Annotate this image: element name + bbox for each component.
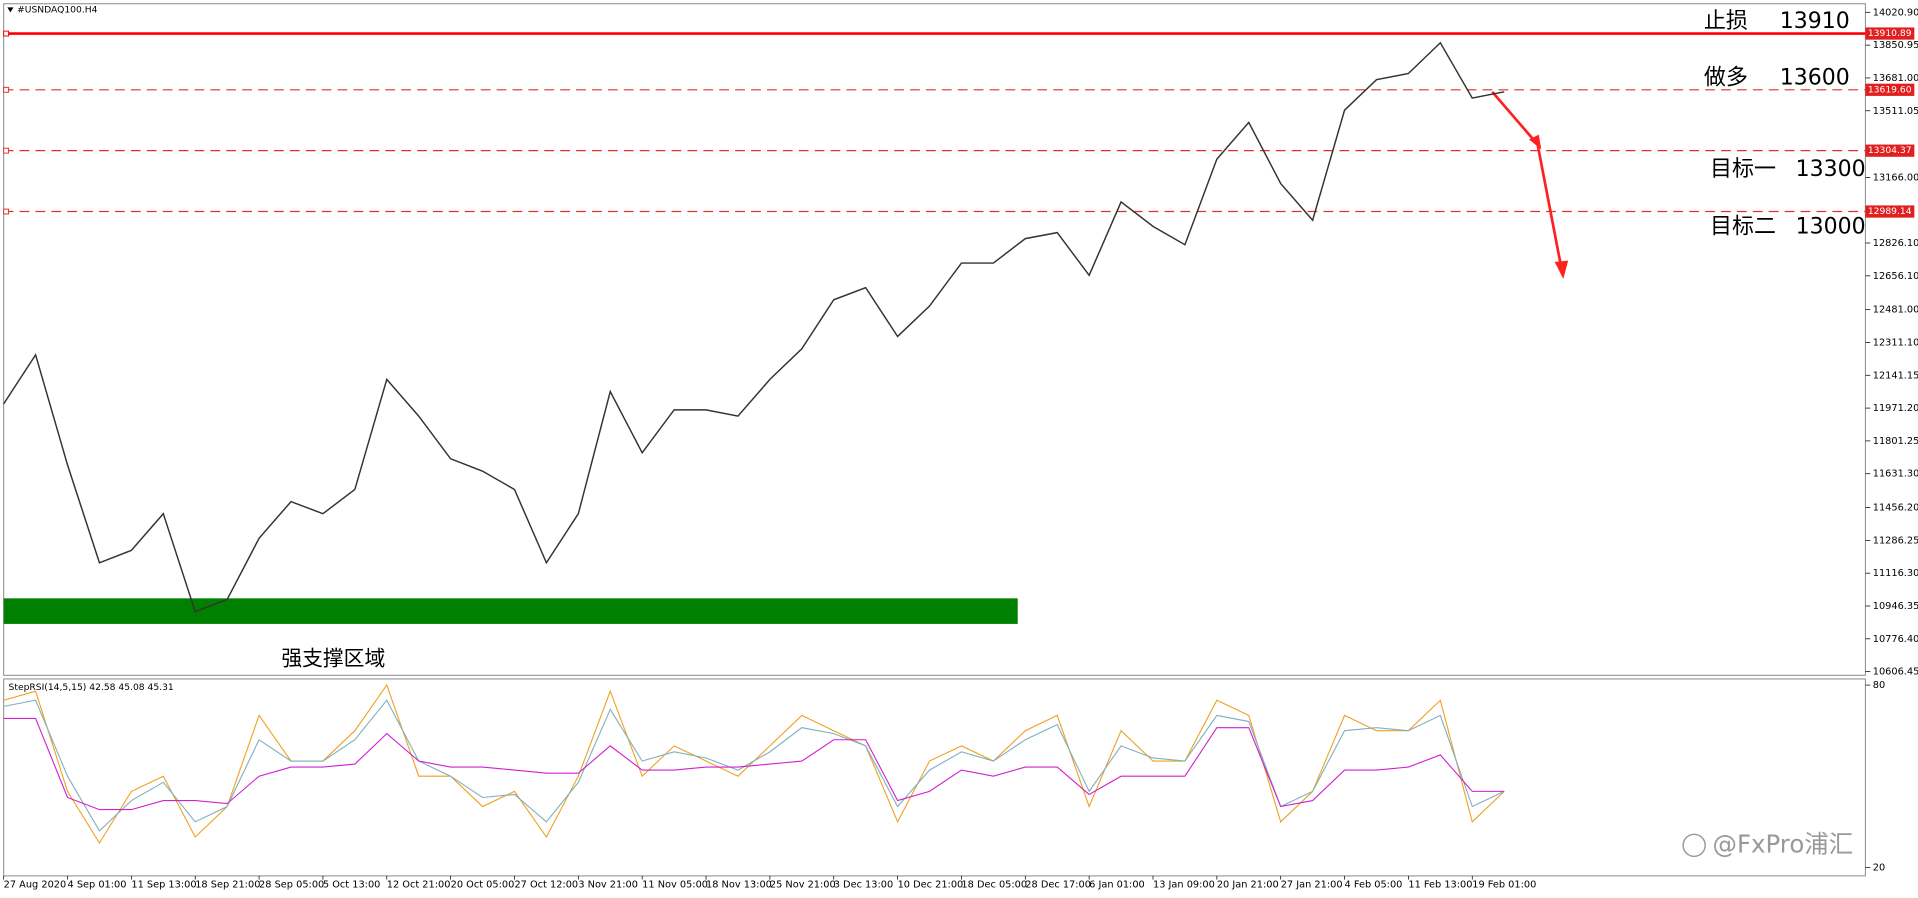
annotation: 止损	[1704, 9, 1748, 34]
annotation: 做多	[1704, 65, 1748, 90]
annotation: 目标二	[1710, 215, 1776, 240]
arrow-head	[1529, 134, 1569, 279]
x-tick-label: 20 Jan 21:00	[1217, 879, 1279, 890]
rsi-line	[3, 683, 1505, 845]
level-label: 13619.60	[1868, 84, 1912, 95]
y-tick-label: 10776.40	[1873, 634, 1918, 645]
y-tick-label: 12656.10	[1873, 271, 1918, 282]
price-panel	[3, 3, 1866, 676]
x-tick-label: 5 Oct 13:00	[323, 879, 380, 890]
rsi-line	[3, 717, 1505, 811]
y-tick-label: 13681.00	[1873, 73, 1918, 84]
x-tick-label: 4 Sep 01:00	[68, 879, 127, 890]
y-tick-label: 13511.05	[1873, 106, 1918, 117]
x-tick-label: 10 Dec 21:00	[898, 879, 964, 890]
x-tick-label: 28 Sep 05:00	[259, 879, 324, 890]
level-label-box	[1865, 83, 1915, 96]
indicator-title: StepRSI(14,5,15) 42.58 45.08 45.31	[9, 682, 174, 693]
support-zone	[3, 598, 1018, 624]
annotation: 13910	[1780, 9, 1850, 34]
annotation: 13300	[1796, 157, 1866, 182]
annotation: 13000	[1796, 215, 1866, 240]
y-tick-label: 12311.10	[1873, 337, 1918, 348]
y-tick-label: 80	[1873, 680, 1885, 691]
annotation: 目标一	[1710, 157, 1776, 182]
arrow	[1491, 90, 1564, 272]
annotation: 13600	[1780, 65, 1850, 90]
watermark: @FxPro浦汇	[1713, 829, 1854, 858]
level-label-box	[1865, 205, 1915, 218]
y-tick-label: 13166.00	[1873, 172, 1918, 183]
x-tick-label: 28 Dec 17:00	[1025, 879, 1091, 890]
y-tick-label: 10606.45	[1873, 667, 1918, 678]
x-tick-label: 3 Dec 13:00	[834, 879, 893, 890]
y-tick-label: 12141.15	[1873, 370, 1918, 381]
y-tick-label: 11456.20	[1873, 503, 1918, 514]
x-tick-label: 12 Oct 21:00	[387, 879, 451, 890]
x-tick-label: 27 Jan 21:00	[1281, 879, 1343, 890]
rsi-line	[3, 699, 1505, 832]
x-tick-label: 20 Oct 05:00	[451, 879, 515, 890]
y-tick-label: 11631.30	[1873, 469, 1918, 480]
x-tick-label: 27 Oct 12:00	[514, 879, 578, 890]
x-tick-label: 25 Nov 21:00	[770, 879, 836, 890]
y-tick-label: 11286.25	[1873, 535, 1918, 546]
x-tick-label: 11 Feb 13:00	[1408, 879, 1472, 890]
x-tick-label: 4 Feb 05:00	[1345, 879, 1403, 890]
level-marker	[3, 208, 10, 215]
level-label-box	[1865, 27, 1915, 40]
y-tick-label: 11116.30	[1873, 568, 1918, 579]
watermark-icon	[1682, 833, 1706, 858]
indicator-panel	[3, 678, 1866, 877]
chart-title: #USNDAQ100.H4	[17, 4, 98, 15]
level-label: 13910.89	[1868, 28, 1912, 39]
level-marker	[3, 147, 10, 154]
x-tick-label: 18 Dec 05:00	[961, 879, 1027, 890]
level-label-box	[1865, 144, 1915, 157]
level-marker	[3, 86, 10, 93]
x-tick-label: 18 Sep 21:00	[195, 879, 260, 890]
x-tick-label: 18 Nov 13:00	[706, 879, 772, 890]
y-tick-label: 11971.20	[1873, 403, 1918, 414]
menu-arrow[interactable]	[7, 7, 14, 13]
annotation: 强支撑区域	[281, 646, 385, 670]
x-tick-label: 19 Feb 01:00	[1472, 879, 1536, 890]
x-tick-label: 13 Jan 09:00	[1153, 879, 1215, 890]
y-tick-label: 13850.95	[1873, 40, 1918, 51]
y-tick-label: 12481.00	[1873, 305, 1918, 316]
x-tick-label: 11 Sep 13:00	[131, 879, 196, 890]
y-tick-label: 14020.90	[1873, 7, 1918, 18]
level-marker	[3, 30, 10, 37]
y-tick-label: 10946.35	[1873, 601, 1918, 612]
y-tick-label: 12826.10	[1873, 238, 1918, 249]
level-label: 13304.37	[1868, 145, 1912, 156]
y-tick-label: 20	[1873, 862, 1885, 873]
x-tick-label: 11 Nov 05:00	[642, 879, 708, 890]
x-tick-label: 3 Nov 21:00	[578, 879, 638, 890]
price-line	[3, 41, 1505, 613]
level-label: 12989.14	[1868, 206, 1912, 217]
x-tick-label: 6 Jan 01:00	[1089, 879, 1145, 890]
y-tick-label: 11801.25	[1873, 436, 1918, 447]
x-tick-label: 27 Aug 2020	[4, 879, 67, 890]
